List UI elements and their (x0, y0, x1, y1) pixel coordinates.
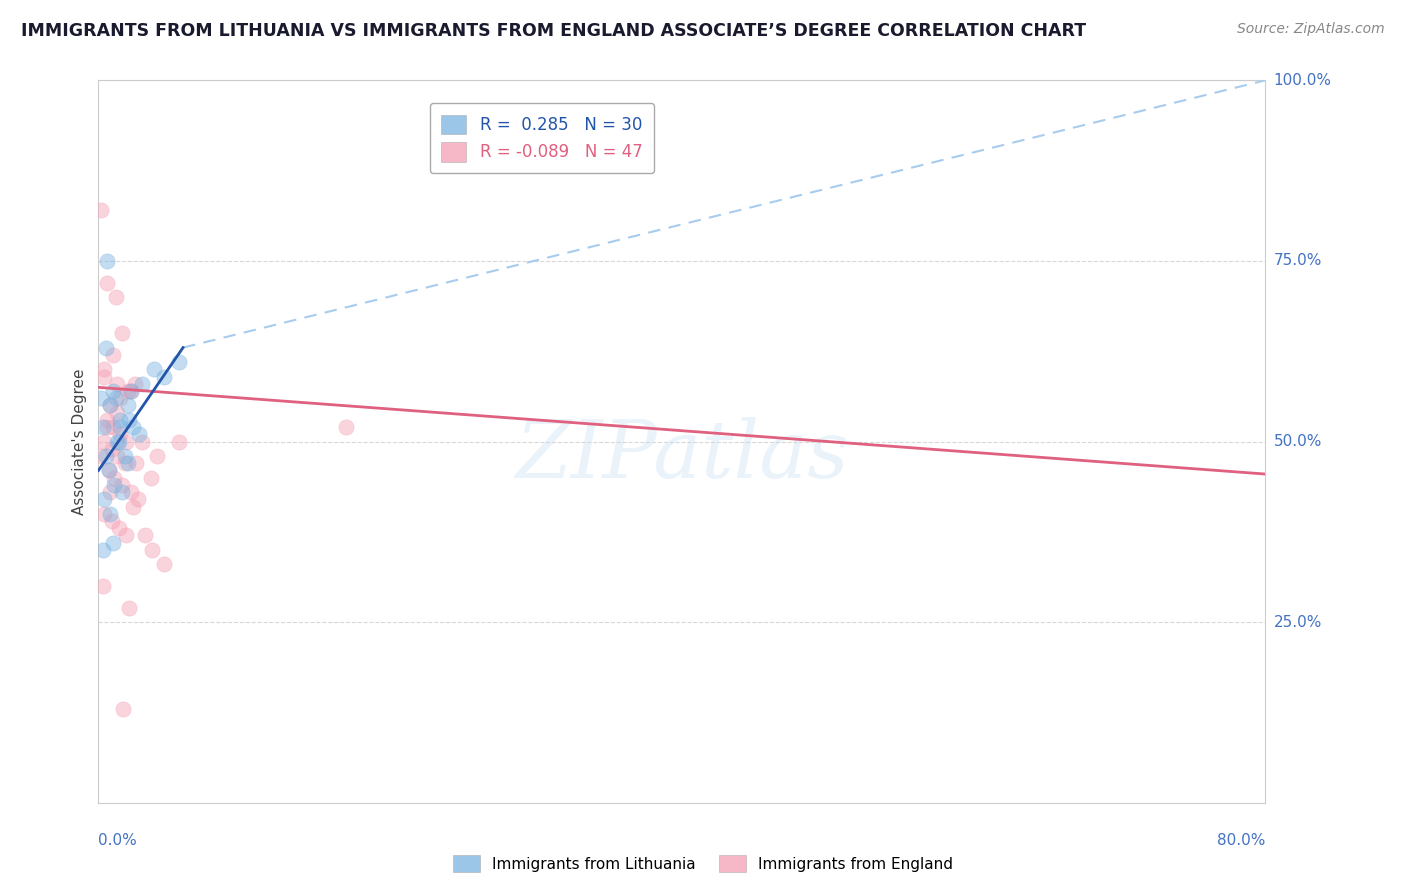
Point (103, 478, 125, 492)
Point (94, 449, 117, 463)
Point (105, 449, 128, 463)
Point (153, 558, 176, 572)
Point (101, 420, 124, 434)
Point (108, 521, 131, 535)
Text: 0.0%: 0.0% (98, 833, 138, 848)
Point (153, 369, 176, 384)
Legend: Immigrants from Lithuania, Immigrants from England: Immigrants from Lithuania, Immigrants fr… (444, 847, 962, 880)
Point (103, 471, 125, 485)
Point (93, 492, 115, 507)
Point (97, 463, 120, 477)
Point (125, 456, 148, 470)
Point (111, 485, 134, 500)
Point (96, 253, 118, 268)
Point (93, 362, 115, 376)
Text: ZIPatlas: ZIPatlas (515, 417, 849, 495)
Point (104, 391, 127, 405)
Legend: R =  0.285   N = 30, R = -0.089   N = 47: R = 0.285 N = 30, R = -0.089 N = 47 (430, 103, 654, 173)
Point (104, 290, 127, 304)
Point (335, 420, 357, 434)
Text: 100.0%: 100.0% (1274, 73, 1331, 87)
Point (139, 471, 162, 485)
Point (167, 434, 190, 449)
Point (100, 442, 122, 456)
Point (131, 434, 153, 449)
Point (120, 384, 142, 398)
Point (117, 384, 139, 398)
Point (141, 542, 163, 557)
Text: 80.0%: 80.0% (1218, 833, 1265, 848)
Point (114, 456, 136, 470)
Point (111, 478, 134, 492)
Point (93, 434, 115, 449)
Text: 50.0%: 50.0% (1274, 434, 1322, 449)
Point (131, 376, 153, 391)
Y-axis label: Associate's Degree: Associate's Degree (72, 368, 87, 515)
Point (98, 398, 121, 412)
Point (118, 413, 141, 427)
Point (108, 434, 131, 449)
Point (93, 507, 115, 521)
Point (96, 413, 118, 427)
Point (91, 420, 114, 434)
Point (98, 398, 121, 412)
Point (120, 384, 142, 398)
Point (124, 376, 146, 391)
Point (146, 449, 169, 463)
Point (105, 406, 128, 420)
Point (90, 203, 112, 218)
Point (105, 376, 128, 391)
Point (93, 369, 115, 384)
Point (167, 355, 190, 369)
Point (117, 456, 139, 470)
Point (90, 391, 112, 405)
Point (112, 702, 135, 716)
Point (94, 341, 117, 355)
Point (110, 391, 132, 405)
Point (128, 427, 150, 442)
Point (110, 427, 132, 442)
Point (127, 492, 149, 507)
Text: IMMIGRANTS FROM LITHUANIA VS IMMIGRANTS FROM ENGLAND ASSOCIATE’S DEGREE CORRELAT: IMMIGRANTS FROM LITHUANIA VS IMMIGRANTS … (21, 22, 1087, 40)
Point (122, 420, 145, 434)
Point (120, 485, 142, 500)
Point (101, 384, 124, 398)
Point (96, 420, 118, 434)
Point (91, 542, 114, 557)
Point (105, 434, 128, 449)
Point (91, 579, 114, 593)
Point (115, 528, 138, 542)
Point (114, 449, 136, 463)
Point (134, 528, 156, 542)
Point (110, 413, 132, 427)
Text: Source: ZipAtlas.com: Source: ZipAtlas.com (1237, 22, 1385, 37)
Point (111, 326, 134, 341)
Point (117, 398, 139, 412)
Point (110, 420, 132, 434)
Point (115, 434, 138, 449)
Point (98, 507, 121, 521)
Point (122, 500, 145, 514)
Text: 75.0%: 75.0% (1274, 253, 1322, 268)
Point (98, 485, 121, 500)
Point (101, 535, 124, 549)
Text: 25.0%: 25.0% (1274, 615, 1322, 630)
Point (118, 600, 141, 615)
Point (90, 449, 112, 463)
Point (96, 276, 118, 290)
Point (142, 362, 165, 376)
Point (101, 348, 124, 362)
Point (97, 463, 120, 477)
Point (100, 514, 122, 528)
